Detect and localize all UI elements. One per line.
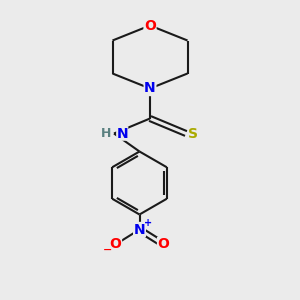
Text: S: S [188,127,198,140]
Text: O: O [158,238,169,251]
Text: O: O [110,238,122,251]
Text: N: N [144,82,156,95]
Text: N: N [116,127,128,140]
Text: O: O [144,19,156,32]
Text: N: N [134,223,145,236]
Text: H: H [101,127,112,140]
Text: −: − [102,245,112,255]
Text: +: + [144,218,152,228]
